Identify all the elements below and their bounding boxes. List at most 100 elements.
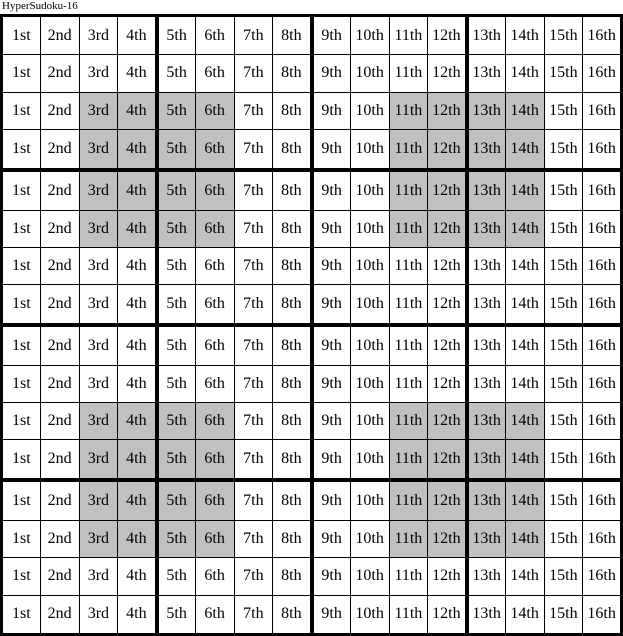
grid-cell: 13th — [466, 439, 506, 483]
grid-cell: 1st — [1, 209, 41, 248]
grid-cell: 3rd — [78, 128, 119, 172]
grid-cell: 2nd — [39, 169, 80, 211]
grid-row: 1st 2nd 3rd 4th 5th 6th 7th 8th 9th 10th 11th 12th 1… — [1, 364, 622, 404]
grid-cell: 6th — [194, 324, 235, 366]
grid-cell: 10th — [349, 479, 390, 521]
grid-cell: 7th — [233, 519, 274, 559]
sudoku-grid-body: 1st 2nd 3rd 4th 5th 6th 7th 8th 9th 10th 11th 12th 1… — [1, 14, 622, 636]
grid-cell: 14th — [504, 54, 545, 93]
grid-cell: 14th — [504, 364, 545, 404]
grid-cell: 15th — [543, 557, 584, 596]
grid-cell: 12th — [427, 54, 469, 93]
grid-cell: 6th — [194, 14, 235, 56]
grid-cell: 9th — [311, 557, 351, 596]
grid-cell: 5th — [156, 169, 196, 211]
grid-cell: 9th — [311, 364, 351, 404]
grid-cell: 1st — [1, 284, 41, 327]
grid-cell: 12th — [427, 479, 469, 521]
grid-cell: 16th — [582, 284, 622, 327]
grid-cell: 6th — [194, 246, 235, 286]
grid-cell: 16th — [582, 91, 622, 130]
grid-cell: 12th — [427, 557, 469, 596]
grid-cell: 4th — [117, 402, 159, 441]
grid-cell: 3rd — [78, 479, 119, 521]
page-title: HyperSudoku-16 — [2, 0, 78, 12]
grid-cell: 11th — [388, 557, 429, 596]
grid-cell: 15th — [543, 402, 584, 441]
grid-cell: 1st — [1, 364, 41, 404]
grid-cell: 5th — [156, 284, 196, 327]
grid-cell: 4th — [117, 594, 159, 636]
grid-cell: 5th — [156, 402, 196, 441]
grid-cell: 2nd — [39, 54, 80, 93]
grid-cell: 5th — [156, 519, 196, 559]
grid-cell: 10th — [349, 364, 390, 404]
grid-cell: 8th — [272, 54, 314, 93]
grid-row: 1st 2nd 3rd 4th 5th 6th 7th 8th 9th 10th 11th 12th 1… — [1, 209, 622, 248]
grid-cell: 5th — [156, 246, 196, 286]
grid-cell: 13th — [466, 284, 506, 327]
grid-cell: 15th — [543, 479, 584, 521]
grid-cell: 14th — [504, 284, 545, 327]
grid-cell: 4th — [117, 246, 159, 286]
grid-cell: 5th — [156, 557, 196, 596]
grid-cell: 12th — [427, 14, 469, 56]
grid-cell: 3rd — [78, 439, 119, 483]
grid-cell: 14th — [504, 439, 545, 483]
grid-cell: 4th — [117, 14, 159, 56]
grid-row: 1st 2nd 3rd 4th 5th 6th 7th 8th 9th 10th 11th 12th 1… — [1, 594, 622, 636]
grid-cell: 5th — [156, 439, 196, 483]
grid-cell: 11th — [388, 402, 429, 441]
grid-cell: 15th — [543, 169, 584, 211]
grid-cell: 13th — [466, 169, 506, 211]
grid-cell: 15th — [543, 439, 584, 483]
grid-cell: 12th — [427, 519, 469, 559]
grid-cell: 10th — [349, 91, 390, 130]
grid-row: 1st 2nd 3rd 4th 5th 6th 7th 8th 9th 10th 11th 12th 1… — [1, 14, 622, 56]
grid-cell: 13th — [466, 402, 506, 441]
grid-row: 1st 2nd 3rd 4th 5th 6th 7th 8th 9th 10th 11th 12th 1… — [1, 128, 622, 172]
grid-cell: 14th — [504, 91, 545, 130]
grid-cell: 10th — [349, 246, 390, 286]
grid-cell: 2nd — [39, 519, 80, 559]
grid-cell: 8th — [272, 594, 314, 636]
grid-row: 1st 2nd 3rd 4th 5th 6th 7th 8th 9th 10th 11th 12th 1… — [1, 439, 622, 483]
grid-cell: 6th — [194, 209, 235, 248]
grid-cell: 12th — [427, 364, 469, 404]
grid-cell: 10th — [349, 557, 390, 596]
grid-row: 1st 2nd 3rd 4th 5th 6th 7th 8th 9th 10th 11th 12th 1… — [1, 246, 622, 286]
grid-row: 1st 2nd 3rd 4th 5th 6th 7th 8th 9th 10th 11th 12th 1… — [1, 91, 622, 130]
grid-cell: 7th — [233, 324, 274, 366]
grid-cell: 3rd — [78, 557, 119, 596]
grid-row: 1st 2nd 3rd 4th 5th 6th 7th 8th 9th 10th 11th 12th 1… — [1, 169, 622, 211]
grid-cell: 15th — [543, 14, 584, 56]
grid-cell: 7th — [233, 209, 274, 248]
grid-cell: 1st — [1, 246, 41, 286]
grid-cell: 12th — [427, 128, 469, 172]
grid-cell: 11th — [388, 14, 429, 56]
grid-cell: 6th — [194, 519, 235, 559]
grid-cell: 7th — [233, 364, 274, 404]
grid-cell: 14th — [504, 557, 545, 596]
grid-cell: 4th — [117, 479, 159, 521]
grid-cell: 15th — [543, 91, 584, 130]
grid-cell: 2nd — [39, 364, 80, 404]
grid-cell: 10th — [349, 54, 390, 93]
grid-cell: 12th — [427, 324, 469, 366]
grid-cell: 4th — [117, 209, 159, 248]
grid-cell: 9th — [311, 91, 351, 130]
grid-cell: 2nd — [39, 324, 80, 366]
grid-cell: 8th — [272, 479, 314, 521]
grid-cell: 13th — [466, 91, 506, 130]
grid-cell: 2nd — [39, 479, 80, 521]
grid-cell: 10th — [349, 519, 390, 559]
grid-cell: 14th — [504, 246, 545, 286]
grid-cell: 9th — [311, 284, 351, 327]
grid-cell: 7th — [233, 14, 274, 56]
grid-cell: 9th — [311, 479, 351, 521]
grid-cell: 8th — [272, 91, 314, 130]
grid-cell: 8th — [272, 209, 314, 248]
grid-cell: 10th — [349, 594, 390, 636]
grid-cell: 2nd — [39, 128, 80, 172]
